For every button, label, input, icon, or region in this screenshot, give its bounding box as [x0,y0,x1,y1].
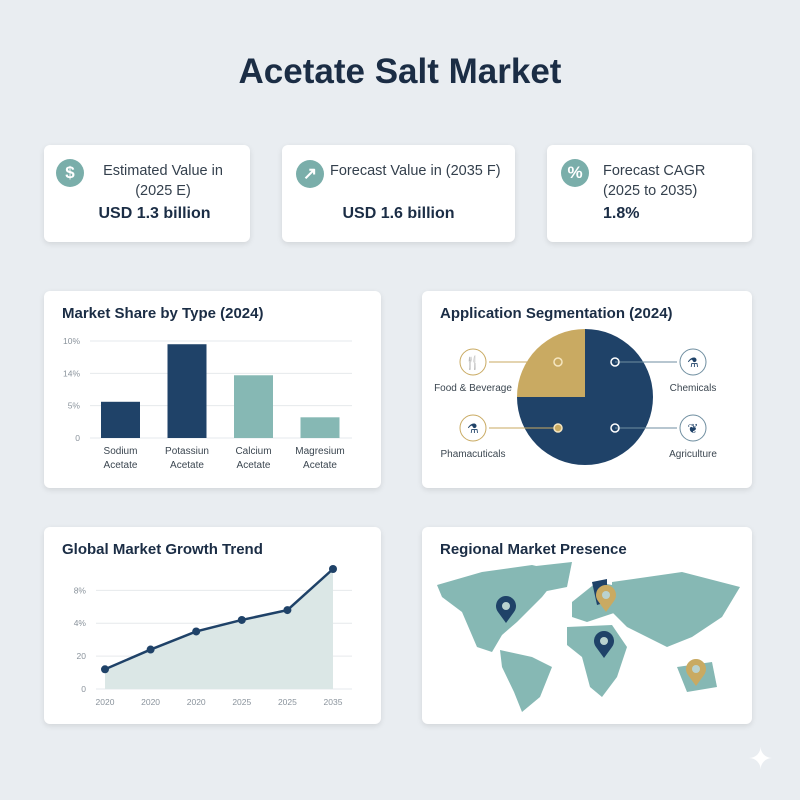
data-point [146,645,155,654]
x-category-label: Magresium [295,446,344,457]
callout-label: Chemicals [670,383,717,394]
map-pin-dot [600,637,608,645]
x-tick-label: 2035 [324,697,343,707]
kpi-value: 1.8% [603,205,640,222]
fork-knife-icon [459,348,487,376]
data-point [237,615,246,624]
callout-label: Phamacuticals [440,449,505,460]
data-point [329,565,337,573]
kpi-value: USD 1.3 billion [98,205,211,222]
map-card: Regional Market Presence [422,527,752,724]
x-tick-label: 2020 [187,697,206,707]
leaf-icon-glyph: ❦ [688,421,699,436]
y-tick-label: 8% [74,585,87,595]
asia [612,572,740,647]
x-tick-label: 2020 [96,697,115,707]
data-point [192,627,201,636]
flask-icon-glyph: ⚗ [687,355,699,370]
pie-chart-title: Application Segmentation (2024) [440,305,673,322]
y-tick-label: 14% [63,368,80,378]
bar-chart-title: Market Share by Type (2024) [62,305,264,322]
page-title: Acetate Salt Market [238,52,562,91]
callout-label: Agriculture [669,449,717,460]
line-chart: 0 20 4% 8% 2020 2020 2020 2025 2025 2035 [74,565,352,707]
world-map [437,562,740,712]
area-fill [105,569,333,689]
kpi-label-line1: Estimated Value in [103,163,223,179]
y-tick-label: 0 [75,433,80,443]
x-category-label: Acetate [170,460,204,471]
fork-knife-icon-glyph: 🍴 [465,355,481,371]
south-america [500,650,552,712]
beaker-icon-glyph: ⚗ [467,421,479,436]
kpi-card-forecast-value: ↗ Forecast Value in (2035 F) USD 1.6 bil… [282,145,515,242]
y-tick-label: 4% [74,618,87,628]
kpi-label-line1: Forecast CAGR [603,163,706,179]
x-category-label: Sodium [104,446,138,457]
data-point [101,665,109,674]
flask-icon [679,348,707,376]
kpi-label-line2: (2025 E) [135,183,191,199]
x-category-label: Calcium [235,446,271,457]
kpi-value: USD 1.6 billion [342,205,455,222]
map-pin-dot [502,602,510,610]
kpi-label: Forecast Value in (2035 F) [330,163,501,179]
kpi-card-forecast-cagr: % Forecast CAGR (2025 to 2035) 1.8% [547,145,752,242]
kpi-label: Forecast CAGR (2025 to 2035) [603,161,743,201]
line-chart-card: 0 20 4% 8% 2020 2020 2020 2025 2025 2035 Global M… [44,527,381,724]
map-pin-dot [602,591,610,599]
callout-dot [610,357,620,367]
pie-slice [517,329,585,397]
map-pins [496,585,706,686]
x-category-label: Acetate [237,460,271,471]
callout-dot [553,423,563,433]
dollar-icon: $ [56,159,84,187]
greenland [527,562,572,592]
line-chart-title: Global Market Growth Trend [62,541,263,558]
bar [101,401,140,438]
kpi-label-line2: (2025 to 2035) [603,183,698,199]
y-tick-label: 5% [68,401,81,411]
kpi-label: Estimated Value in (2025 E) [88,161,238,201]
x-category-label: Acetate [104,460,138,471]
bar-chart: 0 5% 14% 10% Sodium Acetate Potassiun Acetate Ca… [63,336,352,471]
kpi-card-estimated-value: $ Estimated Value in (2025 E) USD 1.3 bi… [44,145,250,242]
sparkle-icon: ✦ [748,743,774,776]
callout-dot [553,357,563,367]
x-tick-label: 2020 [141,697,160,707]
y-tick-label: 0 [81,684,86,694]
callout-label: Food & Beverage [434,383,512,394]
percent-icon: % [561,159,589,187]
beaker-icon [459,414,487,442]
x-tick-label: 2025 [232,697,251,707]
pie-chart: 🍴 Food & Beverage ⚗ Chemicals ⚗ Phamacuticals… [434,329,717,465]
map-pin-dot [692,665,700,673]
map-title: Regional Market Presence [440,541,627,558]
x-category-label: Potassiun [165,446,209,457]
y-tick-label: 20 [77,651,87,661]
leaf-icon [679,414,707,442]
data-point [283,606,292,615]
bar [234,375,273,438]
callout-dot [610,423,620,433]
y-tick-label: 10% [63,336,80,346]
bar [167,344,207,438]
pie-chart-card: 🍴 Food & Beverage ⚗ Chemicals ⚗ Phamacuticals… [422,291,752,488]
bar-chart-card: 0 5% 14% 10% Sodium Acetate Potassiun Acetate Ca… [44,291,381,488]
continents [437,562,740,712]
x-category-label: Acetate [303,460,337,471]
x-tick-label: 2025 [278,697,297,707]
bar [300,417,340,438]
series-line [104,568,334,671]
trending-up-icon: ↗ [296,160,324,188]
